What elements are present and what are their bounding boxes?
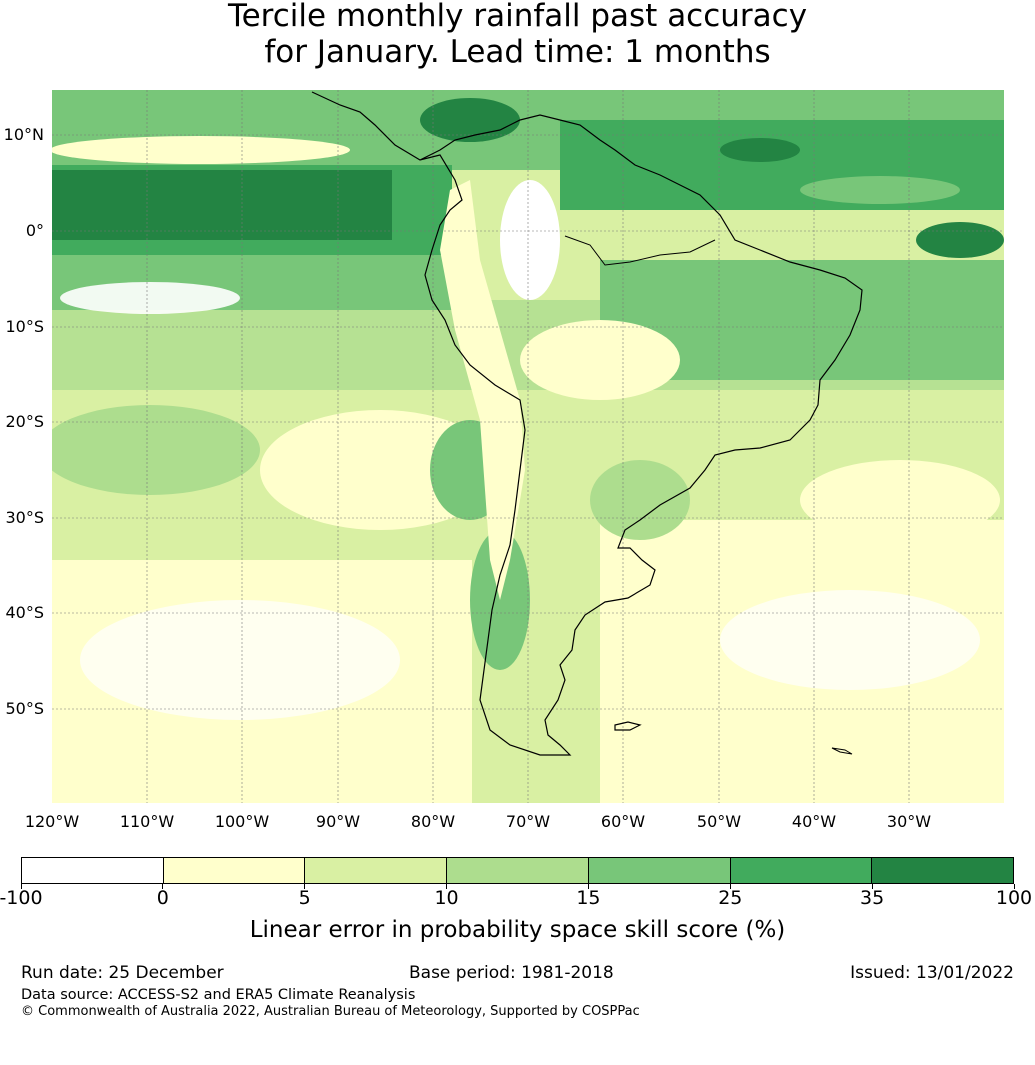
copyright: © Commonwealth of Australia 2022, Austra…	[21, 1004, 640, 1019]
colorbar-label: Linear error in probability space skill …	[249, 917, 786, 943]
lon-label-50w: 50°W	[696, 812, 742, 831]
colorbar-segment	[588, 858, 731, 883]
colorbar-tick-mark	[1013, 884, 1015, 889]
skill-region	[52, 170, 392, 240]
skill-region	[440, 180, 525, 600]
colorbar-tick-label: 5	[298, 887, 311, 909]
map-title-line-2: for January. Lead time: 1 months	[264, 34, 771, 70]
colorbar-tick-mark	[729, 884, 731, 889]
colorbar-tick-label: 25	[718, 887, 743, 909]
colorbar-tick-label: 100	[995, 887, 1033, 909]
colorbar-tick-mark	[304, 884, 306, 889]
data-source: Data source: ACCESS-S2 and ERA5 Climate …	[21, 987, 416, 1003]
skill-region	[52, 136, 350, 164]
skill-region	[720, 590, 980, 690]
lon-label-110w: 110°W	[119, 812, 175, 831]
lon-label-100w: 100°W	[214, 812, 270, 831]
colorbar-tick-label: 35	[860, 887, 885, 909]
amazon-river	[564, 235, 716, 266]
lon-label-70w: 70°W	[505, 812, 551, 831]
lat-label-50s: 50°S	[5, 699, 44, 718]
colorbar-tick-label: 15	[576, 887, 601, 909]
skill-score-map	[52, 90, 1004, 803]
lat-label-0: 0°	[25, 221, 44, 240]
issued-date: Issued: 13/01/2022	[850, 963, 1014, 983]
lon-label-40w: 40°W	[791, 812, 837, 831]
falkland-islands	[614, 721, 642, 731]
colorbar-segment	[305, 858, 448, 883]
lat-label-10s: 10°S	[5, 317, 44, 336]
colorbar	[21, 857, 1014, 884]
colorbar-segment	[872, 858, 1014, 883]
skill-region	[500, 180, 560, 300]
lon-label-80w: 80°W	[410, 812, 456, 831]
colorbar-tick-label: 0	[156, 887, 169, 909]
skill-region	[800, 176, 960, 204]
map-title-line-1: Tercile monthly rainfall past accuracy	[227, 0, 808, 34]
colorbar-segment	[730, 858, 873, 883]
colorbar-tick-mark	[20, 884, 22, 889]
colorbar-tick-label: -100	[0, 887, 43, 909]
skill-region	[590, 460, 690, 540]
skill-region	[916, 222, 1004, 258]
skill-region	[80, 600, 400, 720]
colorbar-segment	[447, 858, 589, 883]
skill-region	[720, 138, 800, 162]
colorbar-tick-mark	[162, 884, 164, 889]
lon-label-30w: 30°W	[886, 812, 932, 831]
lon-label-90w: 90°W	[315, 812, 361, 831]
run-date: Run date: 25 December	[21, 963, 224, 983]
lat-label-40s: 40°S	[5, 603, 44, 622]
lon-label-60w: 60°W	[600, 812, 646, 831]
south-america-coastline	[311, 91, 863, 756]
south-georgia	[831, 747, 853, 755]
graticule	[52, 90, 1004, 803]
skill-region	[60, 282, 240, 314]
skill-region	[520, 320, 680, 400]
colorbar-tick-label: 10	[434, 887, 459, 909]
colorbar-segment	[163, 858, 306, 883]
lat-label-10n: 10°N	[3, 125, 44, 144]
colorbar-tick-mark	[587, 884, 589, 889]
colorbar-tick-mark	[446, 884, 448, 889]
lat-label-20s: 20°S	[5, 412, 44, 431]
skill-region	[420, 98, 520, 142]
colorbar-tick-mark	[871, 884, 873, 889]
colorbar-segment	[22, 858, 164, 883]
lat-label-30s: 30°S	[5, 508, 44, 527]
lon-label-120w: 120°W	[24, 812, 80, 831]
skill-region	[800, 460, 1000, 540]
skill-region	[52, 405, 260, 495]
base-period: Base period: 1981-2018	[409, 963, 614, 983]
